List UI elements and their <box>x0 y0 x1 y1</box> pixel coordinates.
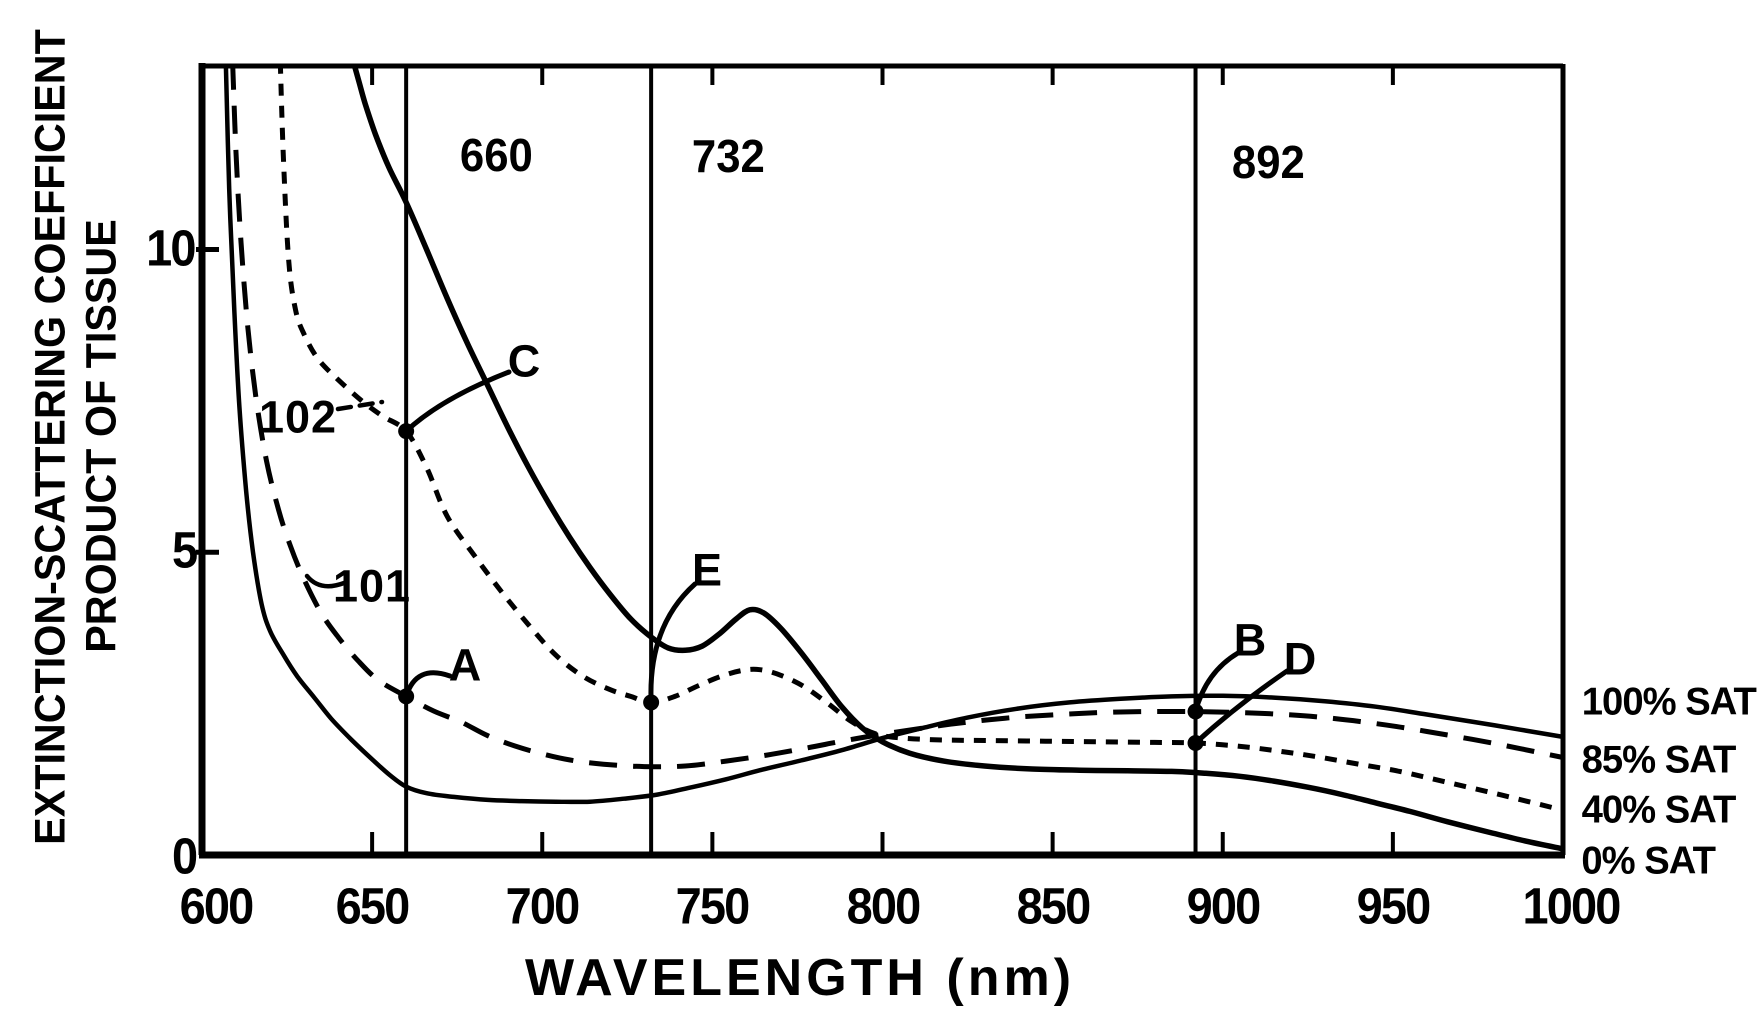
x-tick-label-1000: 1000 <box>1522 877 1621 935</box>
x-tick-label-750: 750 <box>675 877 751 935</box>
x-axis-title: WAVELENGTH (nm) <box>524 949 1076 1007</box>
leader-102 <box>335 399 385 412</box>
x-tick-label-850: 850 <box>1016 877 1091 935</box>
curve-40-satcurve <box>277 66 1564 813</box>
x-tick-label-900: 900 <box>1186 877 1261 935</box>
point-D <box>1187 734 1204 751</box>
x-tick-label-700: 700 <box>505 877 581 935</box>
point-A <box>398 688 415 705</box>
x-tick-label-800: 800 <box>846 877 921 935</box>
y-tick-label-5: 5 <box>171 521 198 579</box>
leader-C <box>403 369 512 434</box>
legend-0-satlabel: 0% SAT <box>1581 839 1716 883</box>
curve-ref-label-102: 102 <box>258 391 338 443</box>
x-tick-label-600: 600 <box>179 877 255 935</box>
curve-100-satcurve <box>223 66 1564 805</box>
y-axis-title-line1: EXTINCTION-SCATTERING COEFFICIENT <box>26 29 75 845</box>
point-label-E: E <box>691 544 723 596</box>
point-label-A: A <box>448 639 482 691</box>
legend-100-satlabel: 100% SAT <box>1581 680 1757 724</box>
y-tick-label-10: 10 <box>146 219 196 276</box>
marker-label-732: 732 <box>691 130 765 182</box>
curve-0-satcurve <box>351 66 1564 852</box>
y-axis-title-line2: PRODUCT OF TISSUE <box>77 219 126 653</box>
point-label-C: C <box>507 335 541 387</box>
leader-B <box>1193 650 1241 714</box>
leader-E <box>648 581 698 705</box>
leader-101 <box>304 573 347 589</box>
point-C <box>398 423 415 440</box>
point-label-D: D <box>1283 633 1317 685</box>
marker-label-660: 660 <box>459 129 533 181</box>
point-B <box>1187 703 1204 720</box>
legend-85-satlabel: 85% SAT <box>1581 738 1737 782</box>
legend-40-satlabel: 40% SAT <box>1581 788 1737 832</box>
marker-label-892: 892 <box>1231 136 1305 188</box>
x-tick-label-650: 650 <box>335 877 411 935</box>
leader-D <box>1193 668 1290 746</box>
y-tick-label-0: 0 <box>171 827 198 885</box>
point-label-B: B <box>1233 614 1267 666</box>
x-tick-label-950: 950 <box>1356 877 1431 935</box>
curve-85-satcurve <box>230 66 1564 770</box>
curve-ref-label-101: 101 <box>332 560 412 612</box>
point-E <box>643 694 660 711</box>
